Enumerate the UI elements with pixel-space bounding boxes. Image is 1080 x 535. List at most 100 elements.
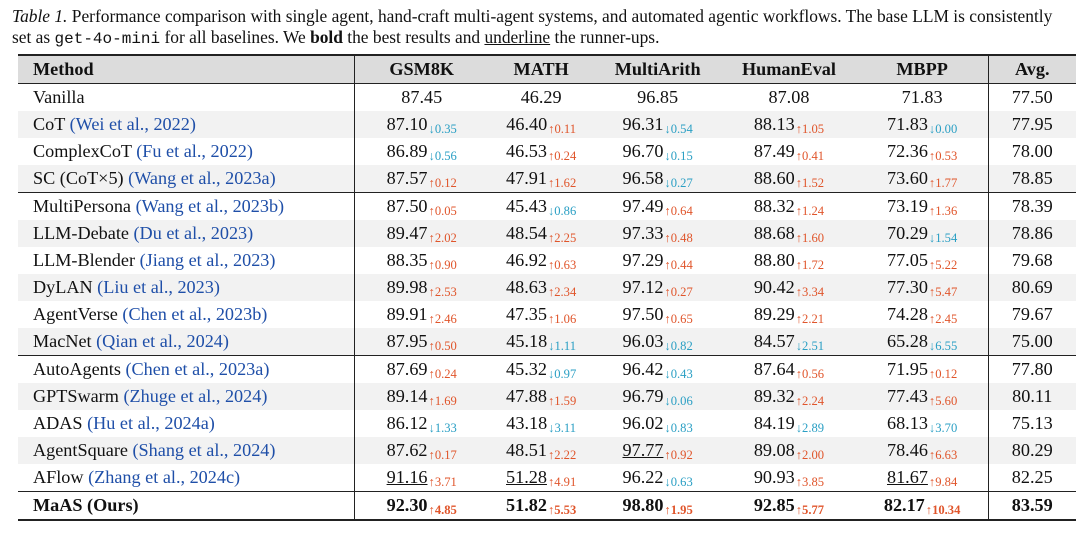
delta-up: ↑3.71 xyxy=(429,475,457,489)
score-value: 96.58 xyxy=(622,168,664,188)
math-cell: 48.51↑2.22 xyxy=(488,437,594,464)
score-value: 43.18 xyxy=(506,413,548,433)
multiarith-cell: 97.50↑0.65 xyxy=(594,301,721,328)
citation-link[interactable]: (Zhuge et al., 2024) xyxy=(123,386,268,406)
citation-link[interactable]: (Wei et al., 2022) xyxy=(69,114,196,134)
humaneval-cell: 88.32↑1.24 xyxy=(721,192,857,220)
citation-link[interactable]: (Du et al., 2023) xyxy=(133,223,254,243)
score-value: 73.19 xyxy=(886,196,928,216)
gsm8k-cell: 89.47↑2.02 xyxy=(355,220,488,247)
citation-link[interactable]: (Wang et al., 2023b) xyxy=(135,196,285,216)
arrow-up-icon: ↑ xyxy=(428,285,435,299)
score-value: 92.85 xyxy=(753,495,795,515)
gsm8k-cell: 88.35↑0.90 xyxy=(355,247,488,274)
arrow-down-icon: ↓ xyxy=(547,367,555,381)
arrow-up-icon: ↑ xyxy=(795,285,803,299)
arrow-up-icon: ↑ xyxy=(795,503,803,517)
table-caption: Table 1. Performance comparison with sin… xyxy=(12,6,1074,50)
citation-link[interactable]: (Jiang et al., 2023) xyxy=(139,250,276,270)
delta-up: ↑4.85 xyxy=(429,503,457,517)
score-value: 65.28 xyxy=(886,331,928,351)
score-value: 87.62 xyxy=(386,440,428,460)
score-value: 86.89 xyxy=(386,141,428,161)
humaneval-cell: 89.08↑2.00 xyxy=(721,437,857,464)
arrow-up-icon: ↑ xyxy=(664,285,671,299)
citation-link[interactable]: (Zhang et al., 2024c) xyxy=(88,467,241,487)
delta-up: ↑0.92 xyxy=(664,448,692,462)
delta-value: 0.17 xyxy=(434,448,457,462)
delta-up: ↑1.52 xyxy=(796,176,824,190)
avg-cell: 78.86 xyxy=(1011,223,1053,243)
table-row: MacNet (Qian et al., 2024) 87.95↑0.50 45.1… xyxy=(18,328,1076,356)
score-value: 87.64 xyxy=(753,359,795,379)
mbpp-cell: 71.95↑0.12 xyxy=(856,355,989,383)
arrow-up-icon: ↑ xyxy=(664,503,671,517)
arrow-up-icon: ↑ xyxy=(664,231,671,245)
score-value: 96.70 xyxy=(622,141,664,161)
method-cell: LLM-Debate (Du et al., 2023) xyxy=(18,220,356,247)
method-cell: ComplexCoT (Fu et al., 2022) xyxy=(18,138,356,165)
citation-link[interactable]: (Chen et al., 2023a) xyxy=(125,359,270,379)
delta-value: 1.24 xyxy=(802,204,825,218)
multiarith-cell: 97.49↑0.64 xyxy=(594,192,722,220)
method-cell: SC (CoT×5) (Wang et al., 2023a) xyxy=(18,165,356,193)
score-value: 89.98 xyxy=(386,277,428,297)
humaneval-cell: 84.19↓2.89 xyxy=(721,410,857,437)
delta-value: 3.71 xyxy=(434,475,457,489)
score-value: 46.40 xyxy=(506,114,548,134)
mbpp-cell: 71.83↓0.00 xyxy=(856,111,989,138)
method-name: AgentVerse xyxy=(33,304,118,324)
citation-link[interactable]: (Liu et al., 2023) xyxy=(97,277,220,297)
citation-link[interactable]: (Shang et al., 2024) xyxy=(132,440,276,460)
delta-value: 2.53 xyxy=(434,285,457,299)
arrow-down-icon: ↓ xyxy=(548,339,555,353)
arrow-down-icon: ↓ xyxy=(664,394,671,408)
score-value: 82.17 xyxy=(883,495,925,515)
score-value: 96.02 xyxy=(622,413,664,433)
multiarith-cell: 97.12↑0.27 xyxy=(594,274,721,301)
method-name: MultiPersona xyxy=(33,196,132,216)
delta-value: 1.62 xyxy=(554,176,577,190)
table-header-row: Method GSM8K MATH MultiArith HumanEval M… xyxy=(18,54,1076,84)
citation-link[interactable]: (Wang et al., 2023a) xyxy=(128,168,276,188)
score-value: 97.50 xyxy=(622,304,664,324)
delta-up: ↑5.22 xyxy=(929,258,957,272)
mbpp-cell: 77.30↑5.47 xyxy=(856,274,989,301)
header-gsm8k: GSM8K xyxy=(354,54,489,84)
mbpp-cell: 65.28↓6.55 xyxy=(856,328,989,356)
arrow-down-icon: ↓ xyxy=(428,421,435,435)
delta-value: 0.12 xyxy=(935,367,958,381)
score-value: 47.88 xyxy=(506,386,547,406)
delta-up: ↑0.41 xyxy=(796,149,824,163)
score-value: 81.67 xyxy=(886,467,928,487)
delta-up: ↑0.17 xyxy=(429,448,457,462)
delta-value: 0.24 xyxy=(554,149,577,163)
math-cell: 45.32↓0.97 xyxy=(488,355,595,383)
score-value: 96.85 xyxy=(637,87,679,107)
caption-underline-word: underline xyxy=(484,27,551,47)
math-cell: 45.43↓0.86 xyxy=(488,192,595,220)
caption-bold-word: bold xyxy=(310,27,343,47)
delta-value: 1.11 xyxy=(554,339,577,353)
delta-value: 2.45 xyxy=(935,312,958,326)
delta-value: 1.33 xyxy=(434,421,457,435)
arrow-up-icon: ↑ xyxy=(547,258,555,272)
citation-link[interactable]: (Qian et al., 2024) xyxy=(96,331,229,351)
score-value: 71.83 xyxy=(886,114,928,134)
citation-link[interactable]: (Hu et al., 2024a) xyxy=(87,413,215,433)
multiarith-cell: 97.33↑0.48 xyxy=(594,220,721,247)
method-name: DyLAN xyxy=(33,277,93,297)
arrow-up-icon: ↑ xyxy=(928,285,936,299)
gsm8k-cell: 92.30↑4.85 xyxy=(354,491,489,521)
arrow-up-icon: ↑ xyxy=(928,367,936,381)
arrow-up-icon: ↑ xyxy=(428,448,435,462)
citation-link[interactable]: (Chen et al., 2023b) xyxy=(122,304,268,324)
multiarith-cell: 97.29↑0.44 xyxy=(594,247,721,274)
math-cell: 48.54↑2.25 xyxy=(488,220,594,247)
score-value: 88.32 xyxy=(753,196,795,216)
score-value: 90.42 xyxy=(753,277,795,297)
citation-link[interactable]: (Fu et al., 2022) xyxy=(136,141,253,161)
delta-value: 0.27 xyxy=(670,176,693,190)
score-value: 88.68 xyxy=(753,223,795,243)
humaneval-cell: 88.60↑1.52 xyxy=(721,165,857,193)
